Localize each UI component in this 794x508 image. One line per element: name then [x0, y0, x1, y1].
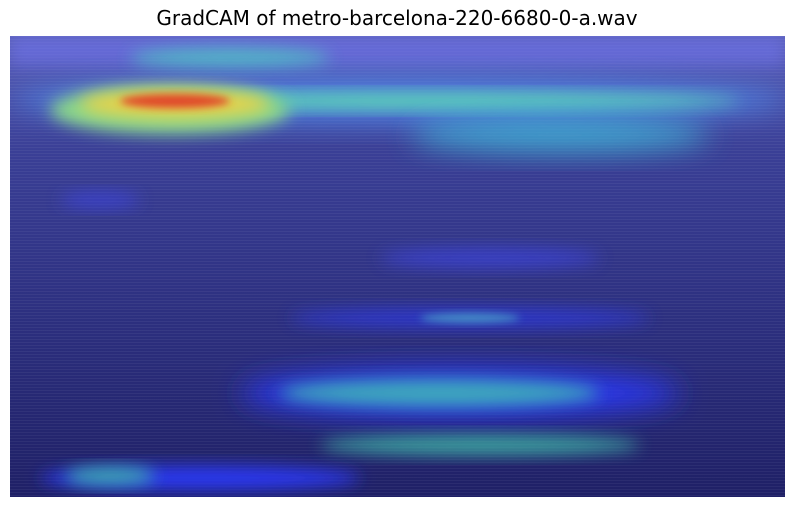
title: GradCAM of metro-barcelona-220-6680-0-a.…	[156, 6, 638, 30]
heatmap	[10, 36, 785, 497]
